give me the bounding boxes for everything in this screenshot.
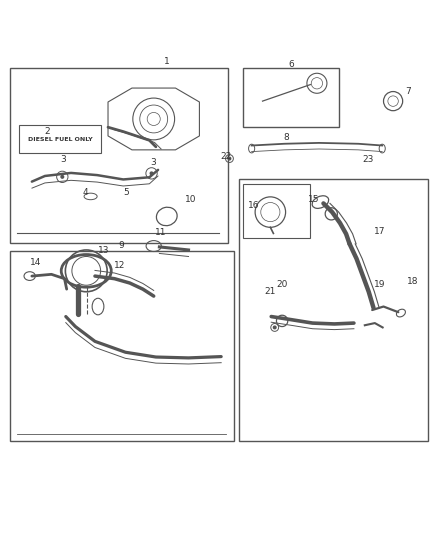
Text: 7: 7	[406, 86, 411, 95]
Circle shape	[273, 326, 276, 329]
Text: 22: 22	[220, 152, 231, 161]
FancyBboxPatch shape	[19, 125, 102, 154]
Circle shape	[61, 175, 64, 178]
FancyBboxPatch shape	[243, 184, 311, 238]
Text: 23: 23	[362, 155, 374, 164]
Text: 21: 21	[264, 287, 276, 296]
Text: 16: 16	[248, 201, 260, 210]
FancyBboxPatch shape	[10, 251, 234, 441]
Text: 12: 12	[114, 261, 125, 270]
Text: 3: 3	[150, 158, 156, 167]
Text: 19: 19	[374, 280, 386, 289]
Text: 15: 15	[308, 195, 320, 204]
Text: DIESEL FUEL ONLY: DIESEL FUEL ONLY	[28, 136, 92, 142]
Text: 4: 4	[82, 188, 88, 197]
FancyBboxPatch shape	[10, 68, 228, 243]
FancyBboxPatch shape	[243, 68, 339, 127]
Text: 5: 5	[124, 188, 129, 197]
Text: 11: 11	[155, 229, 167, 238]
Text: 17: 17	[374, 227, 386, 236]
FancyBboxPatch shape	[239, 180, 428, 441]
Text: 13: 13	[98, 246, 110, 255]
Circle shape	[228, 157, 231, 160]
Text: 9: 9	[118, 241, 124, 250]
Text: 18: 18	[407, 277, 418, 286]
Text: 10: 10	[185, 195, 197, 204]
Text: 3: 3	[61, 156, 67, 164]
Text: 20: 20	[276, 280, 288, 289]
Text: 1: 1	[164, 56, 170, 66]
Text: 14: 14	[30, 257, 42, 266]
Text: 8: 8	[283, 133, 290, 142]
Circle shape	[150, 172, 153, 175]
Text: 2: 2	[44, 127, 50, 136]
Text: 6: 6	[288, 60, 294, 69]
